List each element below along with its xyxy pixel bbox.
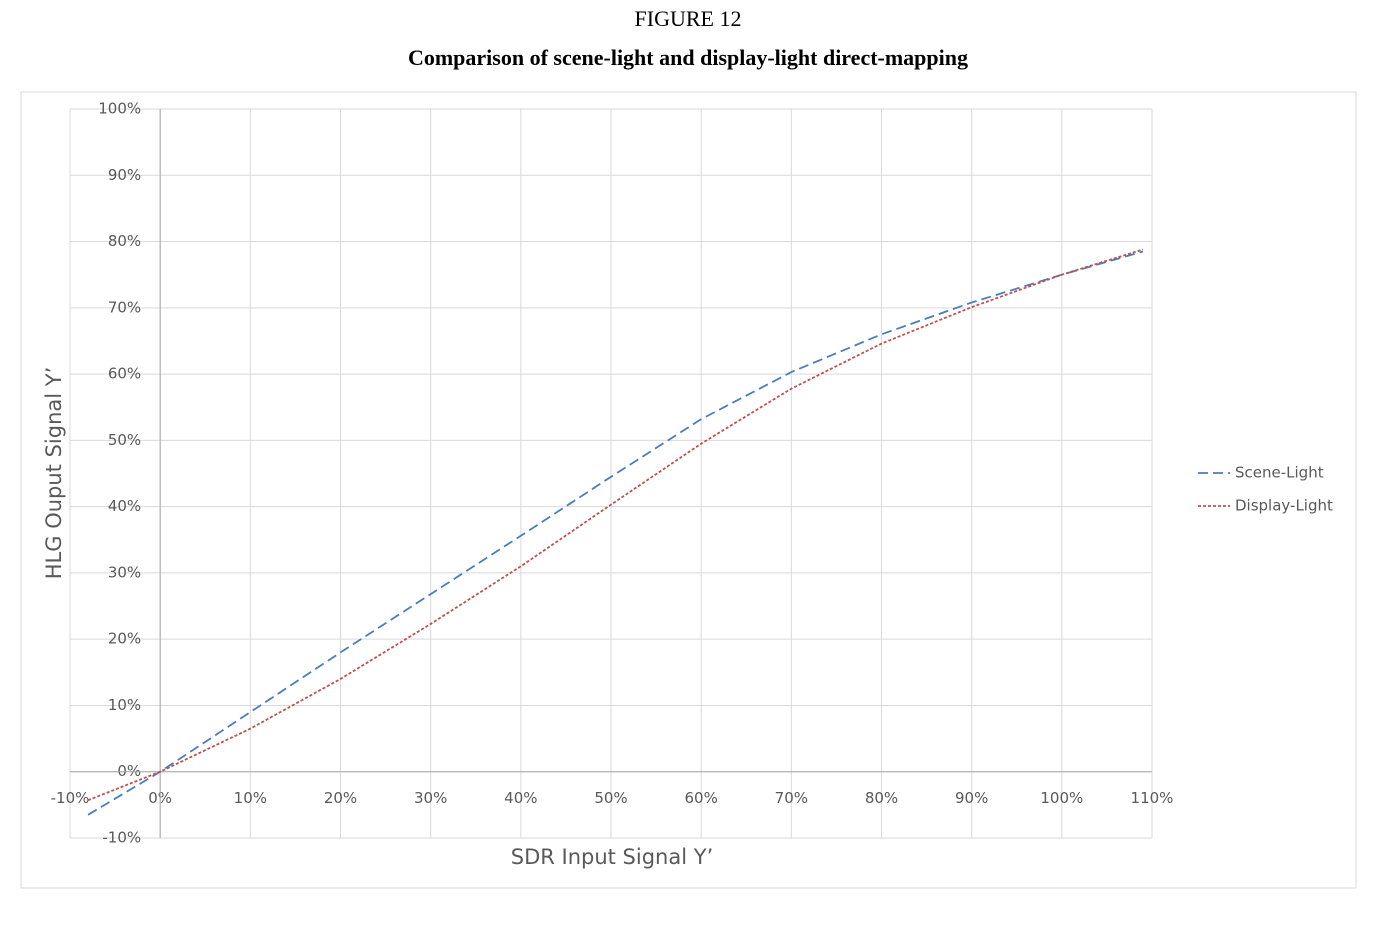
x-tick-label: 70% xyxy=(775,789,808,807)
y-tick-label: 60% xyxy=(108,365,141,383)
x-tick-label: 30% xyxy=(414,789,447,807)
chart-title: Comparison of scene-light and display-li… xyxy=(408,45,968,70)
legend-label: Scene-Light xyxy=(1235,464,1324,482)
x-tick-label: 100% xyxy=(1040,789,1083,807)
x-tick-label: 20% xyxy=(324,789,357,807)
x-tick-label: 110% xyxy=(1131,789,1174,807)
y-tick-label: 80% xyxy=(108,232,141,250)
y-tick-label: -10% xyxy=(102,829,141,847)
y-tick-label: 100% xyxy=(98,100,141,118)
x-tick-label: -10% xyxy=(51,789,90,807)
y-tick-label: 20% xyxy=(108,630,141,648)
y-tick-label: 10% xyxy=(108,696,141,714)
series-line xyxy=(87,250,1144,816)
legend-label: Display-Light xyxy=(1235,497,1333,515)
y-tick-label: 40% xyxy=(108,497,141,515)
series-line xyxy=(87,248,1144,802)
y-axis-title: HLG Ouput Signal Y’ xyxy=(42,367,66,580)
figure-label: FIGURE 12 xyxy=(635,6,742,31)
x-axis-title: SDR Input Signal Y’ xyxy=(511,845,714,869)
x-tick-label: 10% xyxy=(234,789,267,807)
y-tick-label: 50% xyxy=(108,431,141,449)
y-tick-label: 90% xyxy=(108,166,141,184)
x-tick-label: 90% xyxy=(955,789,988,807)
x-tick-label: 40% xyxy=(504,789,537,807)
x-tick-label: 80% xyxy=(865,789,898,807)
y-tick-label: 70% xyxy=(108,298,141,316)
y-tick-label: 30% xyxy=(108,563,141,581)
chart-frame xyxy=(20,91,1357,889)
x-tick-label: 50% xyxy=(594,789,627,807)
x-tick-label: 60% xyxy=(684,789,717,807)
